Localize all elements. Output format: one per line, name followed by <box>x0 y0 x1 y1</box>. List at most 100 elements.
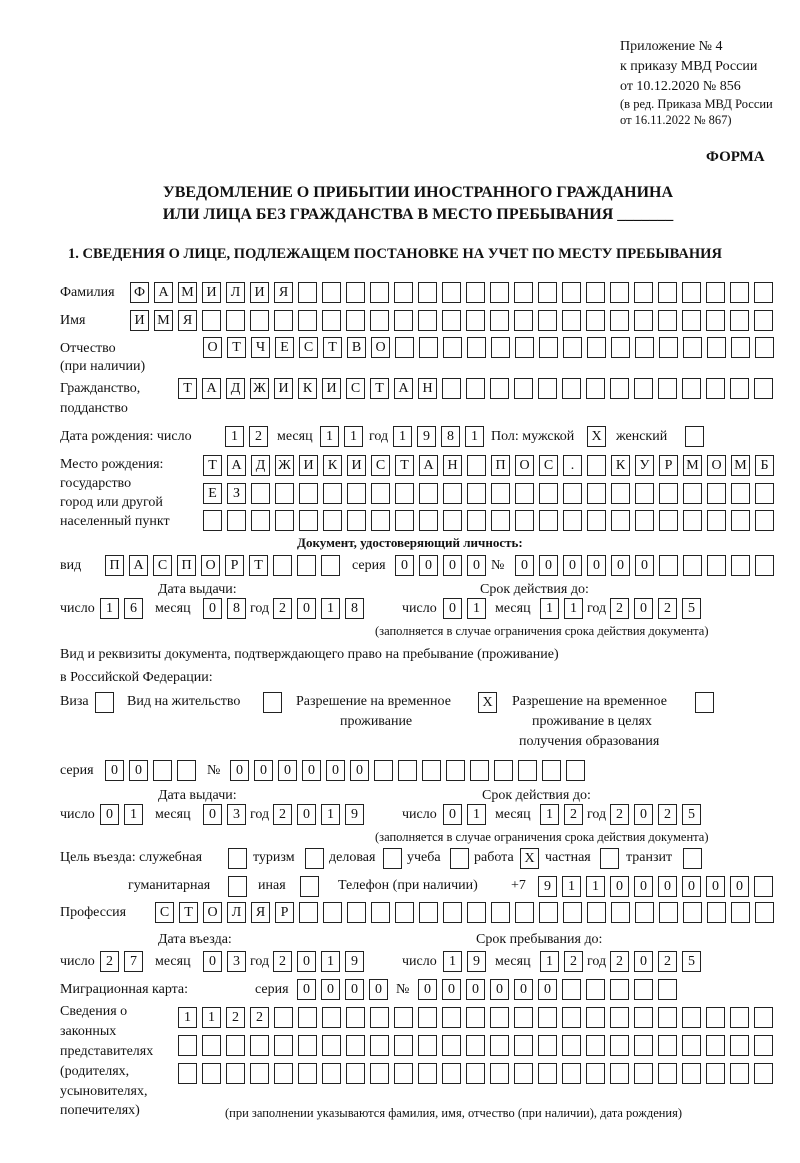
char-box[interactable]: 0 <box>297 979 316 1000</box>
char-box[interactable]: Б <box>755 455 774 476</box>
char-box[interactable]: И <box>299 455 318 476</box>
char-box[interactable]: 1 <box>321 804 340 825</box>
char-box[interactable] <box>298 1063 317 1084</box>
char-box[interactable] <box>251 483 270 504</box>
char-box[interactable] <box>250 1035 269 1056</box>
char-box[interactable] <box>394 282 413 303</box>
char-box[interactable] <box>347 510 366 531</box>
char-box[interactable] <box>274 310 293 331</box>
char-box[interactable] <box>491 902 510 923</box>
char-box[interactable] <box>538 378 557 399</box>
char-box[interactable]: И <box>250 282 269 303</box>
char-box[interactable]: Е <box>275 337 294 358</box>
char-box[interactable]: Н <box>418 378 437 399</box>
char-box[interactable] <box>515 510 534 531</box>
char-box[interactable] <box>538 1063 557 1084</box>
char-box[interactable]: 0 <box>297 804 316 825</box>
char-box[interactable] <box>202 1035 221 1056</box>
sex-female-checkbox[interactable] <box>685 426 704 447</box>
char-box[interactable] <box>587 455 606 476</box>
char-box[interactable] <box>491 337 510 358</box>
char-box[interactable] <box>467 902 486 923</box>
char-box[interactable]: С <box>153 555 172 576</box>
char-box[interactable] <box>518 760 537 781</box>
char-box[interactable]: А <box>419 455 438 476</box>
char-box[interactable]: Р <box>659 455 678 476</box>
char-box[interactable] <box>322 1007 341 1028</box>
char-box[interactable]: Е <box>203 483 222 504</box>
char-box[interactable] <box>251 510 270 531</box>
char-box[interactable]: С <box>155 902 174 923</box>
char-box[interactable]: 1 <box>465 426 484 447</box>
char-box[interactable] <box>275 510 294 531</box>
trp-checkbox[interactable]: X <box>478 692 497 713</box>
char-box[interactable] <box>298 1007 317 1028</box>
char-box[interactable] <box>442 282 461 303</box>
char-box[interactable] <box>395 337 414 358</box>
char-box[interactable] <box>755 510 774 531</box>
char-box[interactable] <box>419 510 438 531</box>
char-box[interactable]: Ф <box>130 282 149 303</box>
char-box[interactable]: А <box>202 378 221 399</box>
char-box[interactable] <box>419 337 438 358</box>
char-box[interactable] <box>298 282 317 303</box>
char-box[interactable]: 0 <box>634 951 653 972</box>
char-box[interactable] <box>682 310 701 331</box>
char-box[interactable] <box>682 1007 701 1028</box>
residence-checkbox[interactable] <box>263 692 282 713</box>
char-box[interactable] <box>443 337 462 358</box>
char-box[interactable]: 1 <box>540 804 559 825</box>
char-box[interactable] <box>563 902 582 923</box>
char-box[interactable]: 1 <box>562 876 581 897</box>
purpose-official-checkbox[interactable] <box>228 848 247 869</box>
char-box[interactable] <box>586 979 605 1000</box>
char-box[interactable]: Р <box>225 555 244 576</box>
char-box[interactable] <box>442 1007 461 1028</box>
char-box[interactable] <box>634 378 653 399</box>
char-box[interactable] <box>466 310 485 331</box>
char-box[interactable]: 0 <box>634 598 653 619</box>
char-box[interactable]: 2 <box>610 951 629 972</box>
char-box[interactable]: 0 <box>515 555 534 576</box>
char-box[interactable] <box>490 1035 509 1056</box>
char-box[interactable] <box>730 1007 749 1028</box>
char-box[interactable]: Ч <box>251 337 270 358</box>
char-box[interactable]: 2 <box>564 951 583 972</box>
char-box[interactable] <box>466 1035 485 1056</box>
char-box[interactable] <box>442 310 461 331</box>
char-box[interactable] <box>539 483 558 504</box>
char-box[interactable]: 9 <box>345 951 364 972</box>
char-box[interactable]: В <box>347 337 366 358</box>
char-box[interactable] <box>587 483 606 504</box>
char-box[interactable]: 2 <box>273 598 292 619</box>
char-box[interactable] <box>274 1035 293 1056</box>
char-box[interactable]: Я <box>251 902 270 923</box>
char-box[interactable]: О <box>371 337 390 358</box>
char-box[interactable] <box>394 1007 413 1028</box>
char-box[interactable] <box>682 282 701 303</box>
char-box[interactable] <box>754 310 773 331</box>
char-box[interactable] <box>731 337 750 358</box>
char-box[interactable] <box>490 378 509 399</box>
char-box[interactable] <box>177 760 196 781</box>
char-box[interactable] <box>658 282 677 303</box>
char-box[interactable]: Т <box>370 378 389 399</box>
purpose-other-checkbox[interactable] <box>300 876 319 897</box>
char-box[interactable]: Ж <box>250 378 269 399</box>
char-box[interactable]: 0 <box>302 760 321 781</box>
char-box[interactable] <box>562 1063 581 1084</box>
char-box[interactable] <box>539 902 558 923</box>
char-box[interactable]: 1 <box>321 951 340 972</box>
char-box[interactable]: 0 <box>442 979 461 1000</box>
char-box[interactable] <box>683 510 702 531</box>
char-box[interactable]: 2 <box>273 951 292 972</box>
char-box[interactable]: М <box>178 282 197 303</box>
char-box[interactable]: 0 <box>418 979 437 1000</box>
char-box[interactable]: З <box>227 483 246 504</box>
char-box[interactable] <box>706 310 725 331</box>
char-box[interactable] <box>730 1035 749 1056</box>
char-box[interactable]: 0 <box>230 760 249 781</box>
char-box[interactable]: 0 <box>395 555 414 576</box>
char-box[interactable] <box>178 1063 197 1084</box>
char-box[interactable] <box>514 1007 533 1028</box>
